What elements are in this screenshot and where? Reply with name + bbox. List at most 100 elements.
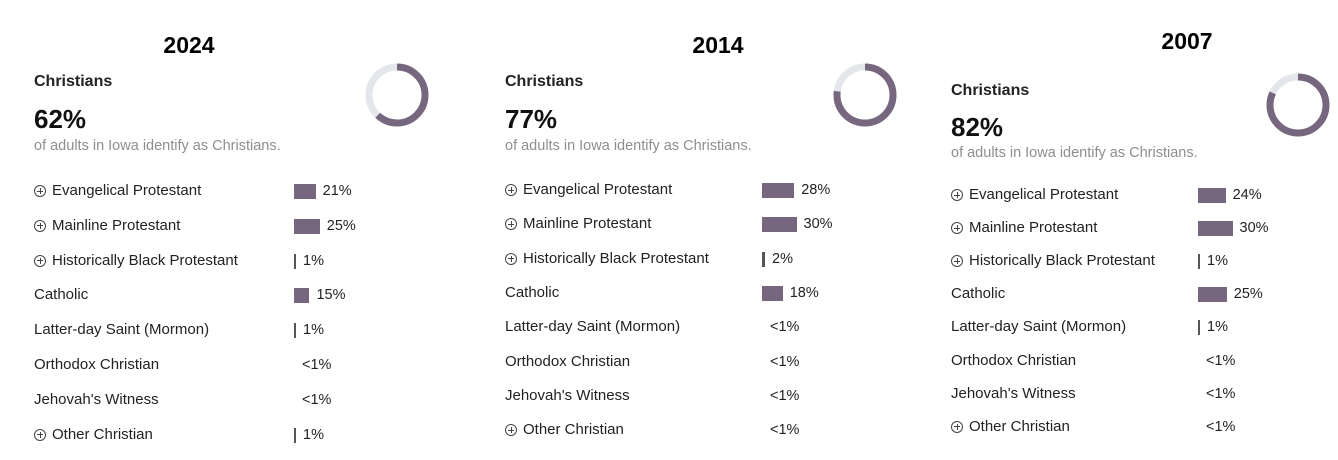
value-bar [294, 253, 296, 269]
expand-plus-icon[interactable] [505, 252, 517, 265]
heading-label: Christians [951, 82, 1030, 99]
panel-2024: 2024 Christians 62% of adults in Iowa ident… [34, 0, 429, 460]
category-row: Orthodox Christian <1% [34, 355, 454, 377]
category-label-wrap[interactable]: Other Christian [34, 425, 153, 445]
heading-subtitle: of adults in Iowa identify as Christians… [505, 138, 752, 154]
category-row: Catholic 25% [951, 284, 1338, 306]
expand-plus-icon[interactable] [951, 255, 963, 268]
value-bar [1198, 320, 1200, 336]
donut-chart [833, 63, 897, 127]
category-row: Orthodox Christian <1% [505, 352, 925, 374]
donut-chart [1266, 73, 1330, 137]
value-label: <1% [302, 357, 332, 373]
donut-chart [365, 63, 429, 127]
category-row[interactable]: Mainline Protestant 30% [951, 218, 1338, 240]
expand-plus-icon[interactable] [505, 424, 517, 437]
value-label: <1% [770, 387, 800, 404]
category-row: Catholic 15% [34, 285, 454, 307]
expand-plus-icon[interactable] [505, 218, 517, 231]
panel-2007: 2007 Christians 82% of adults in Iowa ident… [951, 0, 1331, 460]
category-label: Mainline Protestant [52, 216, 181, 234]
heading-label: Christians [505, 73, 584, 90]
expand-plus-icon[interactable] [505, 184, 517, 196]
category-label: Historically Black Protestant [52, 251, 238, 269]
expand-plus-icon[interactable] [951, 420, 963, 433]
panel-year-title: 2014 [692, 32, 744, 58]
category-label: Other Christian [969, 417, 1070, 435]
value-bar [1198, 221, 1233, 237]
category-label: Other Christian [52, 425, 153, 443]
category-row[interactable]: Other Christian <1% [951, 417, 1338, 439]
category-row: Latter-day Saint (Mormon) <1% [505, 317, 925, 339]
category-label-wrap[interactable]: Evangelical Protestant [505, 180, 672, 200]
category-label-wrap: Orthodox Christian [505, 352, 630, 372]
category-label-wrap[interactable]: Mainline Protestant [505, 214, 651, 234]
expand-plus-icon[interactable] [951, 189, 963, 201]
category-row[interactable]: Other Christian <1% [505, 420, 925, 442]
category-row[interactable]: Historically Black Protestant 2% [505, 249, 925, 271]
category-label: Historically Black Protestant [969, 252, 1155, 270]
category-label-wrap: Orthodox Christian [34, 355, 159, 375]
category-label-wrap[interactable]: Historically Black Protestant [34, 251, 238, 271]
value-label: <1% [770, 422, 800, 439]
value-bar [294, 184, 316, 199]
category-row: Jehovah's Witness <1% [34, 390, 454, 412]
value-label: <1% [1206, 385, 1236, 402]
category-label-wrap[interactable]: Evangelical Protestant [951, 185, 1118, 205]
expand-plus-icon[interactable] [34, 185, 46, 197]
category-row[interactable]: Historically Black Protestant 1% [34, 251, 454, 273]
value-bar [294, 288, 310, 304]
value-label: 18% [789, 284, 819, 301]
value-label: 1% [303, 322, 324, 339]
category-label: Catholic [505, 283, 560, 301]
donut-segment [365, 63, 429, 127]
category-label-wrap[interactable]: Historically Black Protestant [951, 251, 1155, 271]
category-label: Latter-day Saint (Mormon) [505, 318, 681, 336]
category-label: Other Christian [523, 421, 624, 439]
category-row: Orthodox Christian <1% [951, 351, 1338, 373]
category-label: Mainline Protestant [969, 219, 1098, 237]
category-label-wrap[interactable]: Mainline Protestant [951, 218, 1097, 238]
category-label: Jehovah's Witness [505, 386, 630, 404]
expand-plus-icon[interactable] [34, 254, 46, 267]
category-row[interactable]: Other Christian 1% [34, 425, 454, 447]
category-label-wrap[interactable]: Historically Black Protestant [505, 249, 709, 269]
category-row: Latter-day Saint (Mormon) 1% [951, 317, 1338, 339]
category-label: Orthodox Christian [505, 352, 631, 370]
expand-plus-icon[interactable] [951, 222, 963, 235]
category-label-wrap: Latter-day Saint (Mormon) [505, 317, 680, 337]
category-label-wrap[interactable]: Evangelical Protestant [34, 181, 201, 201]
heading-percent: 82% [951, 112, 1004, 142]
category-row[interactable]: Mainline Protestant 30% [505, 214, 925, 236]
category-row: Latter-day Saint (Mormon) 1% [34, 320, 454, 342]
value-label: 1% [303, 426, 324, 443]
value-bar [762, 251, 765, 267]
category-label: Mainline Protestant [523, 215, 652, 233]
expand-plus-icon[interactable] [34, 219, 46, 232]
category-label-wrap[interactable]: Other Christian [505, 420, 624, 440]
value-label: 24% [1232, 187, 1262, 203]
expand-plus-icon[interactable] [34, 428, 46, 441]
category-label: Evangelical Protestant [969, 186, 1119, 203]
category-label: Historically Black Protestant [523, 249, 709, 267]
category-label-wrap: Latter-day Saint (Mormon) [34, 320, 209, 340]
category-row[interactable]: Evangelical Protestant 21% [34, 181, 454, 203]
category-row[interactable]: Mainline Protestant 25% [34, 216, 454, 238]
value-label: <1% [770, 319, 800, 336]
category-label: Evangelical Protestant [52, 182, 202, 199]
category-label-wrap: Jehovah's Witness [951, 384, 1076, 404]
category-label-wrap: Catholic [34, 285, 88, 305]
value-label: 30% [803, 216, 833, 233]
category-label-wrap[interactable]: Mainline Protestant [34, 216, 180, 236]
value-bar [294, 218, 320, 234]
category-row[interactable]: Historically Black Protestant 1% [951, 251, 1338, 273]
category-row[interactable]: Evangelical Protestant 28% [505, 180, 925, 202]
category-label: Jehovah's Witness [951, 384, 1076, 402]
value-label: 28% [801, 182, 831, 198]
heading-percent: 77% [505, 104, 558, 134]
category-label-wrap: Latter-day Saint (Mormon) [951, 317, 1126, 337]
category-label-wrap: Catholic [505, 283, 559, 303]
category-row[interactable]: Evangelical Protestant 24% [951, 185, 1338, 207]
category-label-wrap[interactable]: Other Christian [951, 417, 1070, 437]
heading-subtitle: of adults in Iowa identify as Christians… [34, 138, 281, 154]
